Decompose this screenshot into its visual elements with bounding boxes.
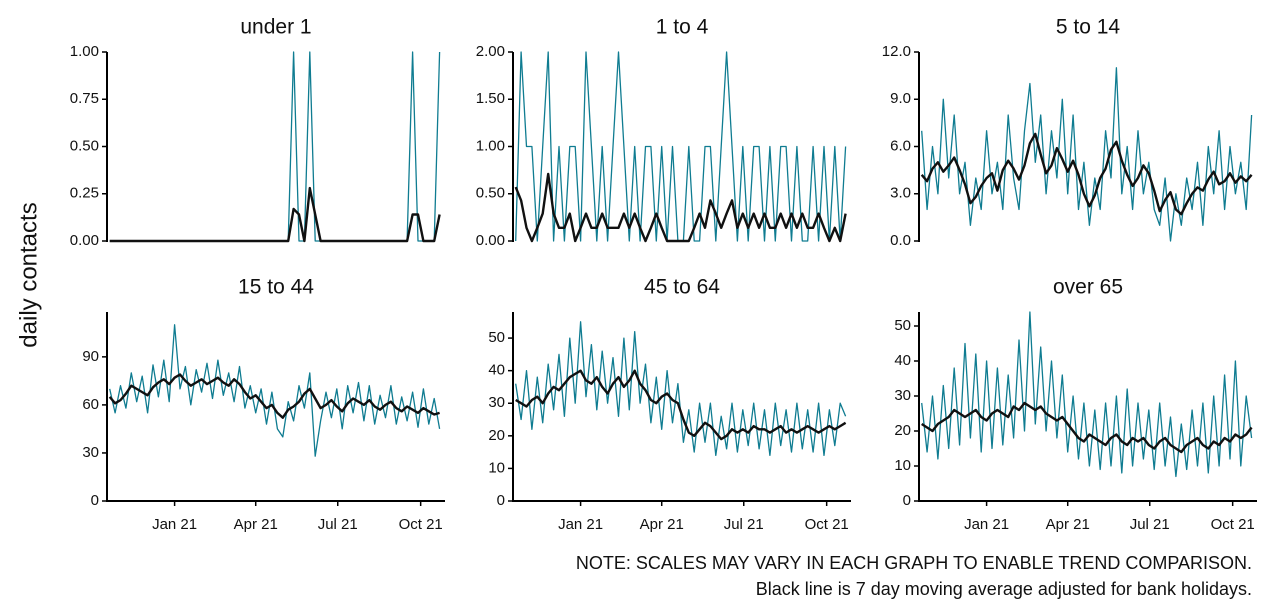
series-line xyxy=(515,369,847,441)
x-tick-label: Jul 21 xyxy=(1130,516,1170,533)
y-tick-label: 40 xyxy=(894,352,911,369)
panel-title: 45 to 64 xyxy=(644,276,720,299)
note: NOTE: SCALES MAY VARY IN EACH GRAPH TO E… xyxy=(576,553,1252,573)
y-tick-label: 2.00 xyxy=(476,43,505,60)
x-tick-label: Jul 21 xyxy=(724,516,764,533)
series-line xyxy=(921,311,1253,478)
y-tick-label: 1.00 xyxy=(476,137,505,154)
panel-title: under 1 xyxy=(240,16,311,39)
y-tick-label: 40 xyxy=(488,362,505,379)
x-tick-label: Oct 21 xyxy=(1211,516,1255,533)
y-tick-label: 30 xyxy=(488,394,505,411)
y-tick-label: 1.50 xyxy=(476,90,505,107)
y-tick-label: 0.0 xyxy=(890,232,911,249)
y-tick-label: 10 xyxy=(488,459,505,476)
y-tick-label: 20 xyxy=(488,427,505,444)
y-tick-label: 0.00 xyxy=(70,232,99,249)
x-tick-label: Jan 21 xyxy=(152,516,197,533)
panel-title: over 65 xyxy=(1053,276,1123,299)
note: Black line is 7 day moving average adjus… xyxy=(756,579,1252,599)
y-tick-label: 50 xyxy=(488,329,505,346)
y-tick-label: 9.0 xyxy=(890,90,911,107)
series-line xyxy=(109,51,441,242)
series-line xyxy=(921,401,1253,454)
y-tick-label: 0.50 xyxy=(70,137,99,154)
x-tick-label: Apr 21 xyxy=(234,516,278,533)
y-tick-label: 20 xyxy=(894,422,911,439)
series-line xyxy=(109,186,441,243)
panel-title: 1 to 4 xyxy=(656,16,709,39)
y-tick-label: 0 xyxy=(91,492,99,509)
x-tick-label: Jan 21 xyxy=(964,516,1009,533)
y-tick-label: 0.00 xyxy=(476,232,505,249)
series-line xyxy=(108,373,440,419)
y-tick-label: 60 xyxy=(82,396,99,413)
x-tick-label: Apr 21 xyxy=(640,516,684,533)
y-tick-label: 90 xyxy=(82,348,99,365)
x-tick-label: Oct 21 xyxy=(399,516,443,533)
y-tick-label: 0.50 xyxy=(476,185,505,202)
x-tick-label: Jul 21 xyxy=(318,516,358,533)
y-tick-label: 0.75 xyxy=(70,90,99,107)
series-line xyxy=(921,67,1253,242)
x-tick-label: Jan 21 xyxy=(558,516,603,533)
series-line xyxy=(109,324,441,457)
y-axis-label: daily contacts xyxy=(15,202,42,347)
series-line xyxy=(514,172,847,243)
y-tick-label: 50 xyxy=(894,317,911,334)
y-tick-label: 3.0 xyxy=(890,185,911,202)
y-tick-label: 0 xyxy=(903,492,911,509)
y-tick-label: 10 xyxy=(894,457,911,474)
panel-title: 5 to 14 xyxy=(1056,16,1121,39)
y-tick-label: 12.0 xyxy=(882,43,911,60)
y-tick-label: 0.25 xyxy=(70,185,99,202)
x-tick-label: Oct 21 xyxy=(805,516,849,533)
y-tick-label: 1.00 xyxy=(70,43,99,60)
y-tick-label: 30 xyxy=(894,387,911,404)
y-tick-label: 30 xyxy=(82,444,99,461)
series-line xyxy=(515,51,847,242)
x-tick-label: Apr 21 xyxy=(1046,516,1090,533)
y-tick-label: 6.0 xyxy=(890,137,911,154)
y-tick-label: 0 xyxy=(497,492,505,509)
panel-title: 15 to 44 xyxy=(238,276,314,299)
series-line xyxy=(920,132,1253,216)
series-line xyxy=(515,321,847,457)
